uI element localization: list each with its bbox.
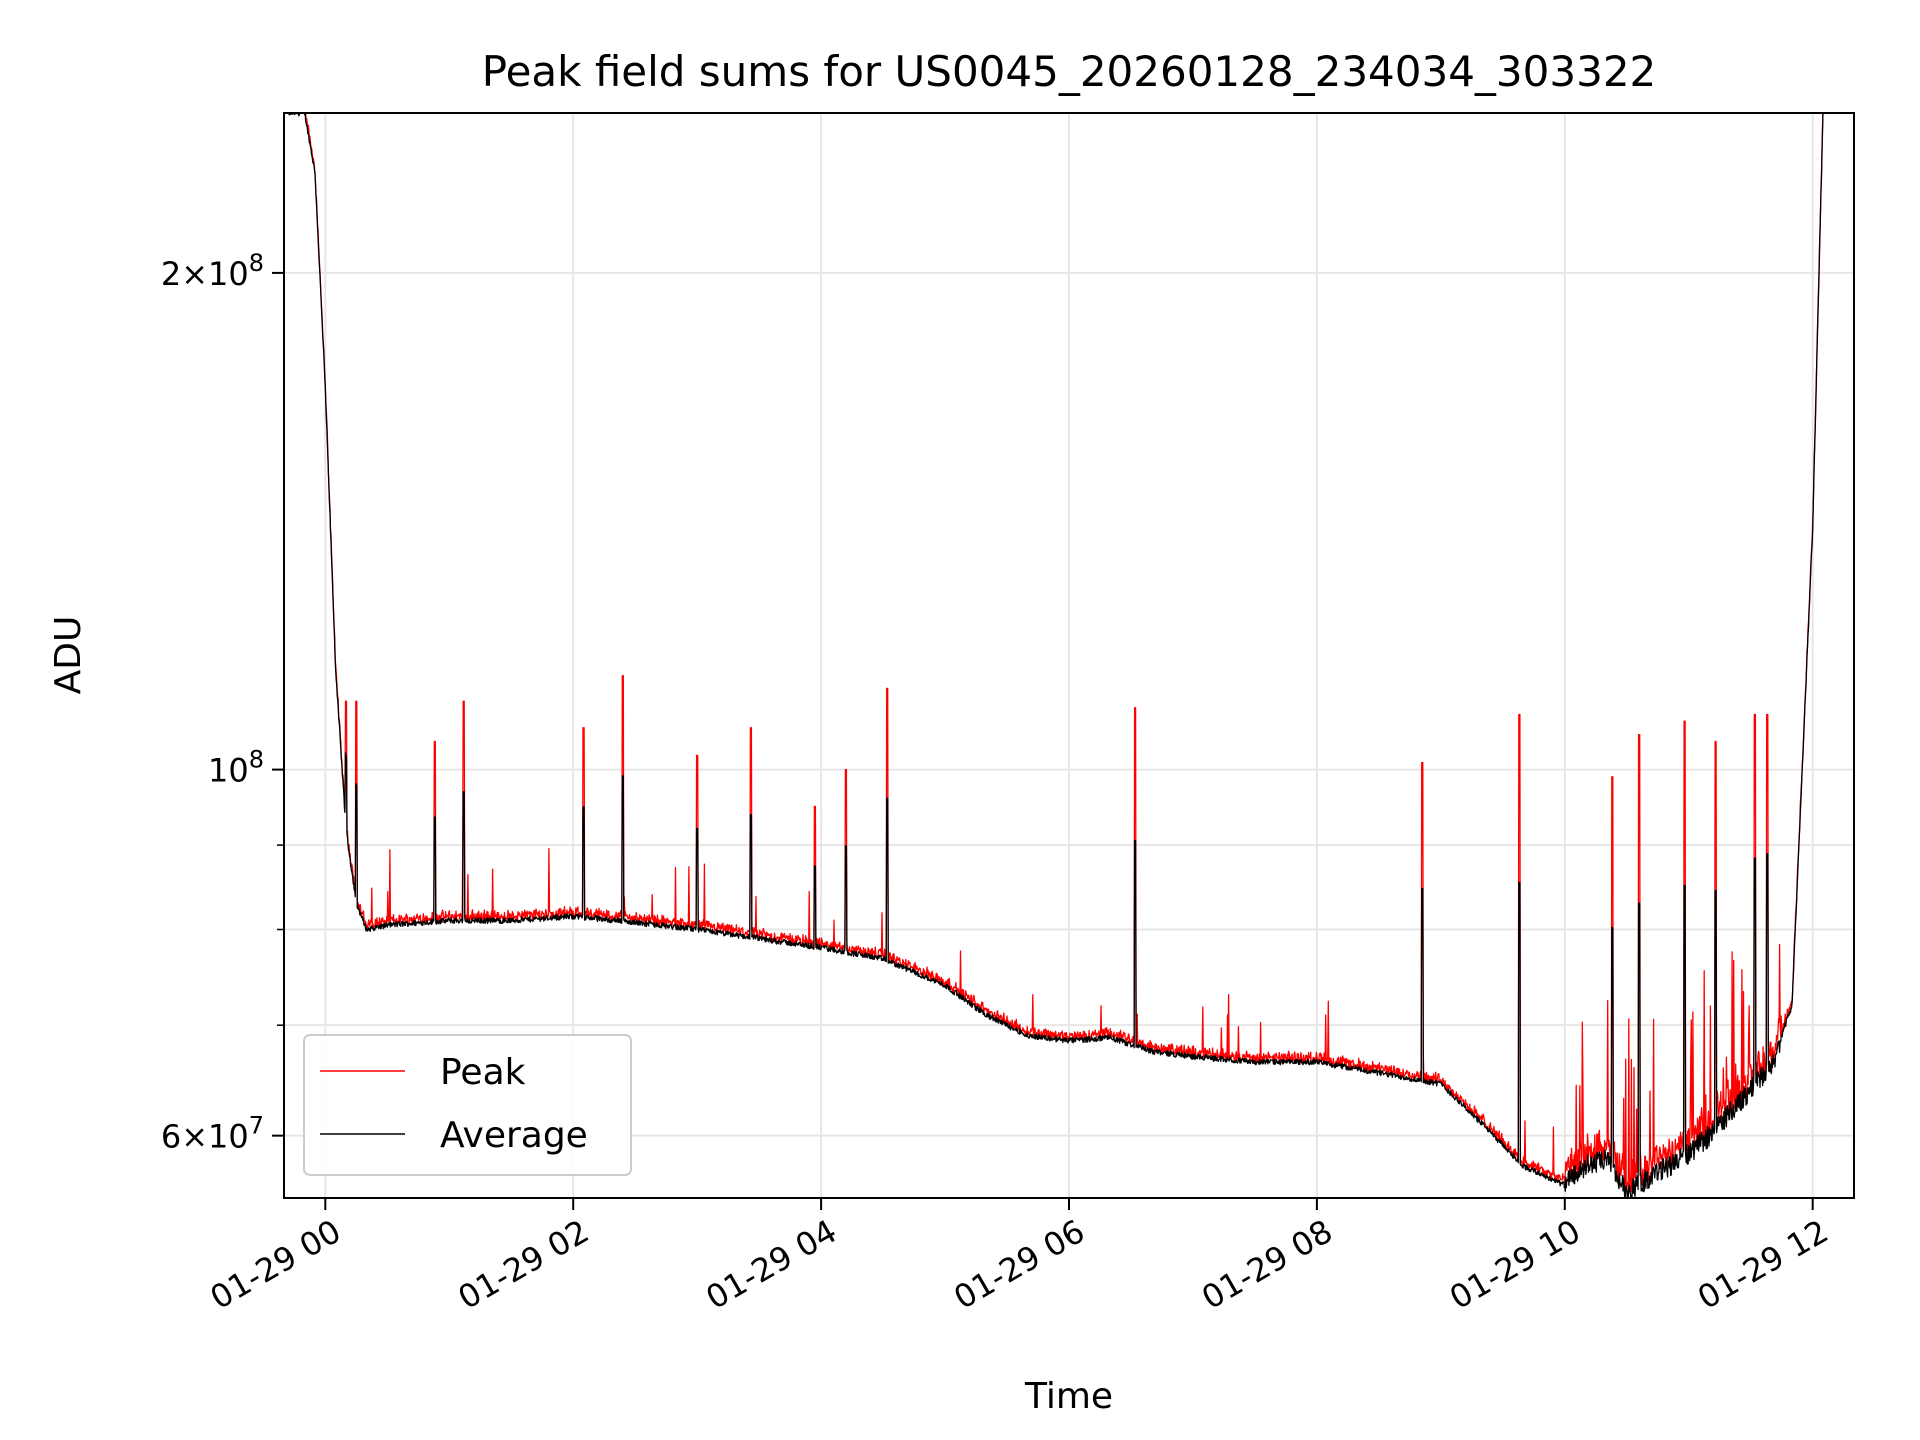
legend-label-average: Average (440, 1115, 588, 1156)
chart-title: Peak field sums for US0045_20260128_2340… (482, 47, 1657, 96)
legend-label-peak: Peak (440, 1052, 526, 1093)
y-axis: 2×108 108 6×107 (161, 249, 284, 1156)
legend: Peak Average (303, 1034, 632, 1176)
y-tick-label: 108 (208, 746, 264, 790)
y-tick-label: 6×107 (161, 1112, 264, 1156)
y-tick-label: 2×108 (161, 249, 264, 293)
x-axis-label: Time (1024, 1376, 1113, 1417)
y-axis-label: ADU (48, 616, 89, 695)
legend-box (303, 1034, 632, 1176)
series-line-peak (290, 113, 1824, 1196)
series-line-average (288, 113, 1824, 1198)
series-layer (288, 113, 1824, 1198)
